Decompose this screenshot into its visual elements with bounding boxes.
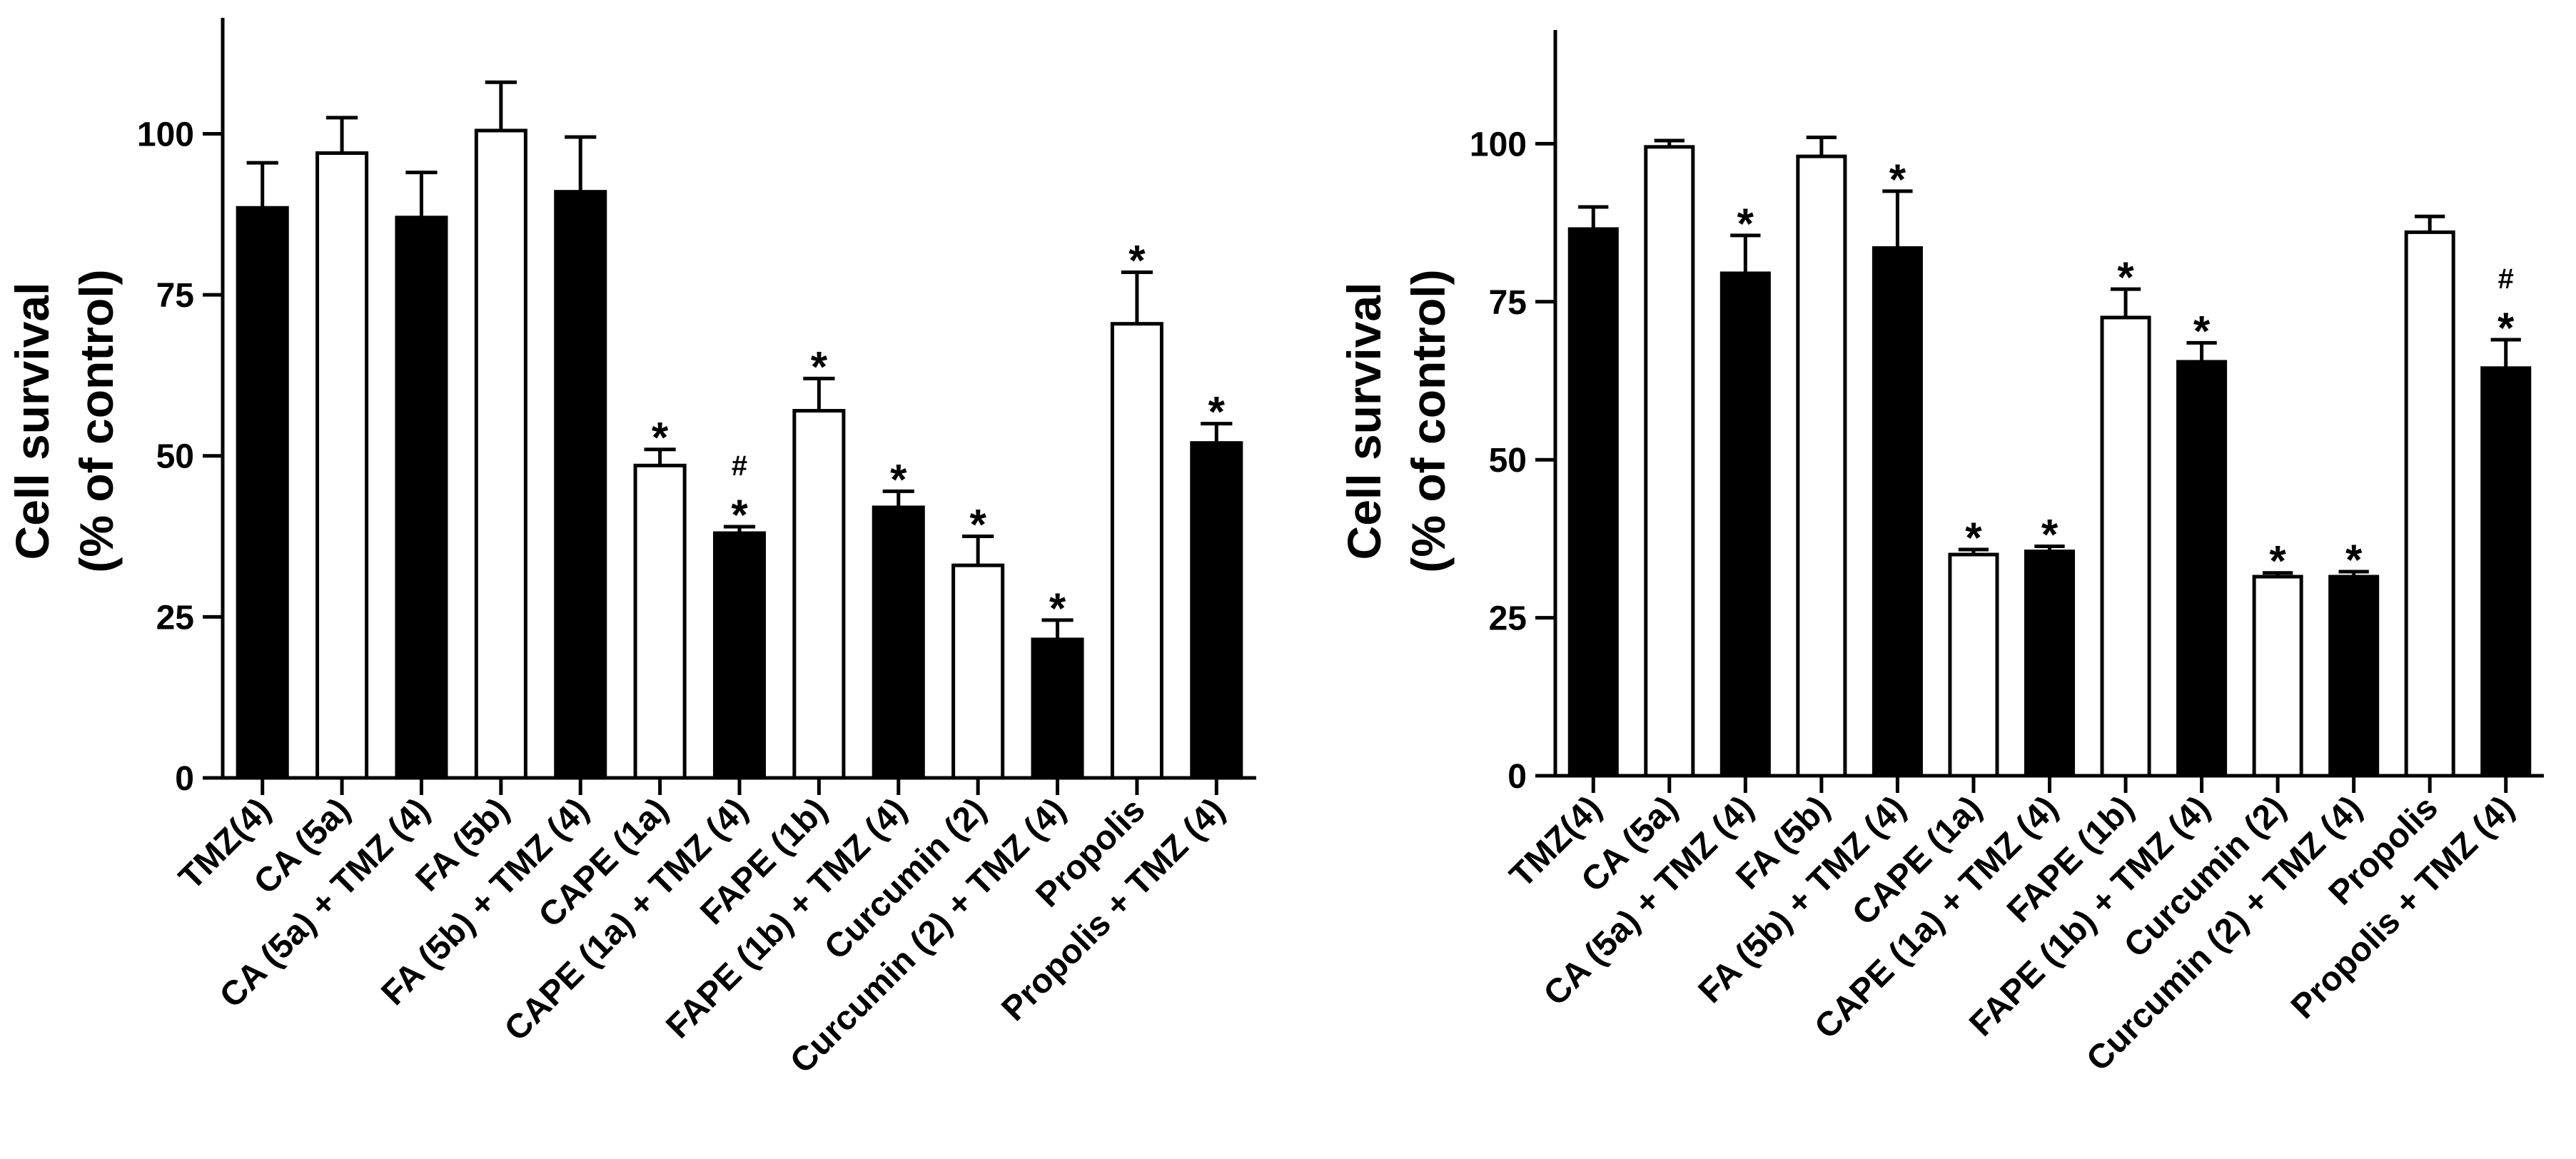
significance-marker: *: [1889, 156, 1906, 203]
significance-marker: *: [2117, 253, 2134, 301]
significance-marker: *: [1049, 584, 1066, 632]
y-axis-label-line1: Cell survival: [6, 283, 59, 560]
bar: [1644, 145, 1695, 778]
bar: [2404, 230, 2455, 778]
significance-marker: *: [1965, 514, 1982, 562]
bar: [712, 531, 767, 780]
bar: [236, 206, 289, 780]
bar: [1719, 271, 1771, 778]
significance-marker: *: [811, 343, 828, 390]
significance-marker: *: [652, 414, 669, 462]
significance-marker: *: [2193, 307, 2211, 355]
significance-marker: *: [969, 501, 986, 549]
bar: [2176, 360, 2228, 778]
y-tick-label: 100: [137, 116, 194, 153]
bar: [2024, 550, 2076, 778]
y-tick-label: 0: [1507, 758, 1527, 796]
bar: [474, 128, 527, 780]
y-tick-label: 75: [156, 277, 194, 315]
y-tick-label: 50: [156, 438, 194, 476]
y-tick-label: 75: [1489, 284, 1527, 322]
bar: [1190, 441, 1243, 780]
bar: [2252, 575, 2303, 778]
significance-marker: *: [2345, 536, 2363, 584]
hash-marker: #: [732, 450, 747, 482]
bar: [633, 463, 687, 780]
y-axis-label-line2: (% of control): [1402, 269, 1455, 572]
bar: [2480, 366, 2532, 778]
y-tick-label: 0: [175, 760, 194, 798]
y-tick-label: 25: [156, 599, 194, 637]
bar: [1567, 227, 1619, 778]
significance-marker: *: [2497, 304, 2515, 352]
bar: [1948, 552, 1999, 778]
significance-marker: *: [1737, 200, 1754, 248]
significance-marker: *: [2041, 511, 2059, 559]
y-tick-label: 25: [1489, 600, 1527, 638]
bar: [1031, 637, 1084, 780]
bar: [315, 151, 369, 780]
significance-marker: *: [890, 455, 907, 503]
bar: [872, 505, 925, 780]
significance-marker: *: [1208, 388, 1226, 436]
bar: [951, 563, 1005, 780]
significance-marker: *: [1128, 237, 1146, 285]
bar: [554, 190, 607, 780]
bar: [395, 216, 448, 780]
bar: [1110, 322, 1163, 780]
bar: [1872, 246, 1923, 778]
hash-marker: #: [2498, 263, 2514, 295]
y-tick-label: 50: [1489, 442, 1527, 480]
significance-marker: *: [2269, 537, 2286, 585]
bar: [1796, 154, 1847, 778]
bar: [2100, 315, 2151, 778]
y-tick-label: 100: [1470, 126, 1527, 163]
bar: [2328, 575, 2380, 778]
bar: [792, 409, 846, 780]
y-axis-label-line2: (% of control): [70, 269, 123, 572]
significance-marker: *: [731, 491, 748, 539]
y-axis-label-line1: Cell survival: [1338, 283, 1390, 560]
